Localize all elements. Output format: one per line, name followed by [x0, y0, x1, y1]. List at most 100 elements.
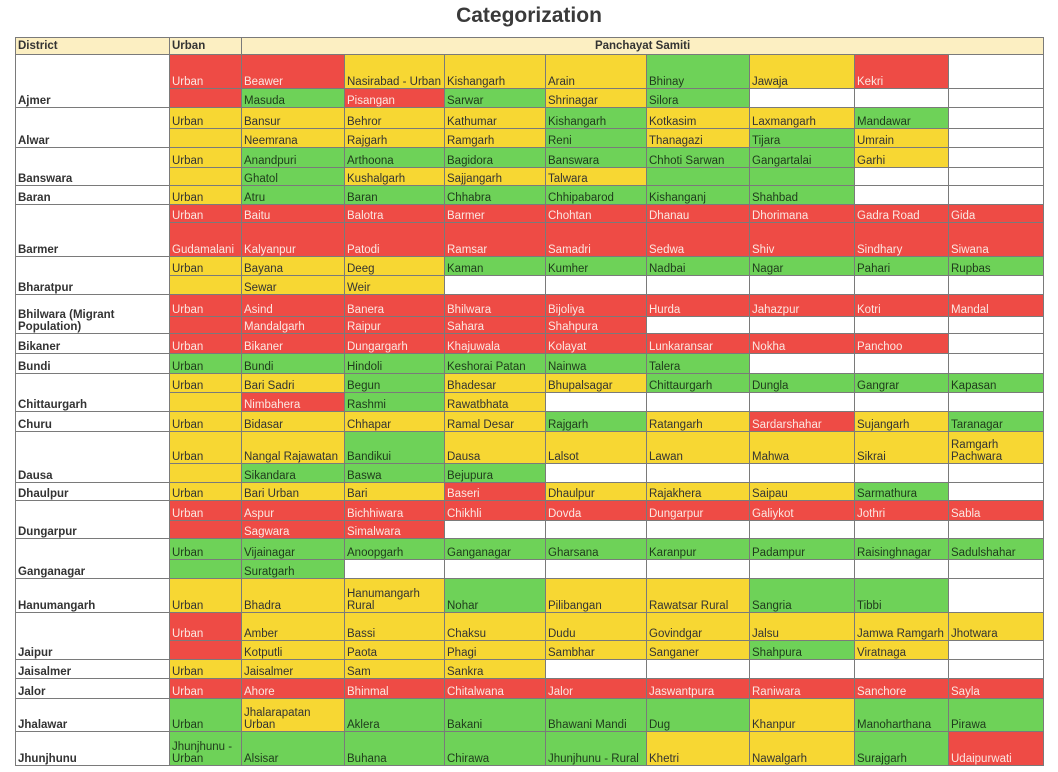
panchayat-samiti-cell: Chhoti Sarwan: [646, 147, 750, 168]
panchayat-samiti-header: Panchayat Samiti: [240, 37, 1045, 55]
panchayat-samiti-cell: Kishangarh: [444, 53, 546, 90]
panchayat-samiti-cell: Sikrai: [854, 430, 949, 464]
panchayat-samiti-cell: Talwara: [545, 166, 647, 187]
panchayat-samiti-cell: Sam: [344, 659, 445, 679]
urban-cell: [169, 639, 242, 661]
panchayat-samiti-cell: Shahbad: [749, 185, 855, 206]
panchayat-samiti-cell: Nohar: [444, 577, 546, 613]
urban-cell: [169, 315, 242, 335]
panchayat-samiti-cell: Anandpuri: [241, 147, 345, 168]
panchayat-samiti-cell: Vijainagar: [241, 538, 345, 560]
panchayat-samiti-cell: Bejupura: [444, 462, 546, 484]
urban-cell: Urban: [169, 294, 242, 317]
table-body: Ajmer Urban Beawer Nasirabad - Urban Kishang…: [15, 53, 1045, 767]
panchayat-samiti-cell: Nadbai: [646, 255, 750, 277]
panchayat-samiti-cell: Kotputli: [241, 639, 345, 661]
page-title: Categorization: [456, 4, 602, 27]
panchayat-samiti-cell: Anoopgarh: [344, 538, 445, 560]
district-cell: Banswara: [15, 147, 170, 187]
panchayat-samiti-cell: Dovda: [545, 499, 647, 521]
panchayat-samiti-cell: Bhadesar: [444, 372, 546, 394]
panchayat-samiti-cell: Bari Sadri: [241, 372, 345, 394]
panchayat-samiti-cell: Suratgarh: [241, 558, 345, 579]
panchayat-samiti-cell: Jawaja: [749, 53, 855, 90]
district-cell: Ajmer: [15, 54, 170, 108]
panchayat-samiti-cell: Dungarpur: [646, 499, 750, 521]
urban-cell: Urban: [169, 430, 242, 464]
panchayat-samiti-cell: Garhi: [854, 147, 949, 168]
panchayat-samiti-cell: [646, 462, 750, 484]
district-cell: Bhilwara (Migrant Population): [15, 294, 170, 335]
panchayat-samiti-cell: Sujangarh: [854, 410, 949, 432]
panchayat-samiti-cell: Mahwa: [749, 430, 855, 464]
panchayat-samiti-cell: Sabla: [947, 499, 1045, 521]
panchayat-samiti-cell: [947, 462, 1045, 484]
panchayat-samiti-cell: Bandikui: [344, 430, 445, 464]
panchayat-samiti-cell: Ahore: [241, 677, 345, 699]
district-header: District: [15, 37, 170, 55]
panchayat-samiti-cell: Sahara: [444, 315, 546, 335]
panchayat-samiti-cell: [545, 392, 647, 412]
panchayat-samiti-cell: Arain: [545, 53, 647, 90]
table-row: Kotputli Paota Phagi Sambhar Sanganer Shahpur…: [16, 639, 1045, 661]
table-row: Jaisalmer Urban Jaisalmer Sam Sankra: [15, 659, 1045, 679]
panchayat-samiti-cell: Kapasan: [947, 372, 1045, 394]
panchayat-samiti-cell: Kathumar: [444, 106, 546, 130]
panchayat-samiti-cell: Reni: [545, 128, 647, 149]
panchayat-samiti-cell: Ratangarh: [646, 410, 750, 432]
urban-cell: Urban: [169, 255, 242, 277]
panchayat-samiti-cell: Shrinagar: [545, 88, 647, 108]
panchayat-samiti-cell: Dhanau: [646, 204, 750, 223]
panchayat-samiti-cell: [854, 185, 949, 206]
panchayat-samiti-cell: Gangartalai: [749, 147, 855, 168]
panchayat-samiti-cell: [344, 558, 445, 579]
panchayat-samiti-cell: Tijara: [749, 128, 855, 149]
panchayat-samiti-cell: Sagwara: [241, 519, 345, 540]
urban-cell: [169, 275, 242, 296]
panchayat-samiti-cell: Jhalarapatan Urban: [241, 697, 345, 732]
panchayat-samiti-cell: Umrain: [854, 128, 949, 149]
panchayat-samiti-cell: [947, 185, 1045, 206]
district-cell: Bikaner: [15, 333, 170, 354]
panchayat-samiti-cell: Shiv: [749, 221, 855, 257]
panchayat-samiti-cell: Kushalgarh: [344, 166, 445, 187]
district-cell: Bundi: [15, 353, 170, 374]
panchayat-samiti-cell: Raisinghnagar: [854, 538, 949, 560]
panchayat-samiti-cell: [947, 147, 1045, 168]
panchayat-samiti-cell: Sadulshahar: [947, 538, 1045, 560]
urban-cell: [169, 392, 242, 412]
panchayat-samiti-cell: [646, 315, 750, 335]
panchayat-samiti-cell: Samadri: [545, 221, 647, 257]
panchayat-samiti-cell: [854, 275, 949, 296]
panchayat-samiti-cell: Manoharthana: [854, 697, 949, 732]
table-row: Sagwara Simalwara: [16, 519, 1045, 540]
panchayat-samiti-cell: Bansur: [241, 106, 345, 130]
panchayat-samiti-cell: [947, 659, 1045, 679]
district-cell: Barmer: [15, 204, 170, 257]
panchayat-samiti-cell: Hindoli: [344, 353, 445, 374]
panchayat-samiti-cell: Chhabra: [444, 185, 546, 206]
urban-cell: Jhunjhunu - Urban: [169, 730, 242, 767]
panchayat-samiti-cell: Bhinay: [646, 53, 750, 90]
panchayat-samiti-cell: [947, 128, 1045, 149]
panchayat-samiti-cell: Ramal Desar: [444, 410, 546, 432]
panchayat-samiti-cell: Bhupalsagar: [545, 372, 647, 394]
panchayat-samiti-cell: Patodi: [344, 221, 445, 257]
panchayat-samiti-cell: Arthoona: [344, 147, 445, 168]
panchayat-samiti-cell: Gangrar: [854, 372, 949, 394]
panchayat-samiti-cell: [749, 88, 855, 108]
panchayat-samiti-cell: [749, 519, 855, 540]
panchayat-samiti-cell: Sayla: [947, 677, 1045, 699]
panchayat-samiti-cell: Mandawar: [854, 106, 949, 130]
urban-cell: [169, 166, 242, 187]
table-row: Sikandara Baswa Bejupura: [16, 462, 1045, 484]
categorization-table: District Urban Panchayat Samiti Ajmer Urb…: [15, 37, 1045, 767]
panchayat-samiti-cell: Nokha: [749, 333, 855, 354]
panchayat-samiti-cell: [545, 275, 647, 296]
table-row: Jhalawar Urban Jhalarapatan Urban Aklera Bak…: [15, 697, 1045, 732]
panchayat-samiti-cell: Kishangarh: [545, 106, 647, 130]
panchayat-samiti-cell: Tibbi: [854, 577, 949, 613]
district-cell: Bharatpur: [15, 255, 170, 296]
urban-cell: Urban: [169, 185, 242, 206]
panchayat-samiti-cell: Sankra: [444, 659, 546, 679]
